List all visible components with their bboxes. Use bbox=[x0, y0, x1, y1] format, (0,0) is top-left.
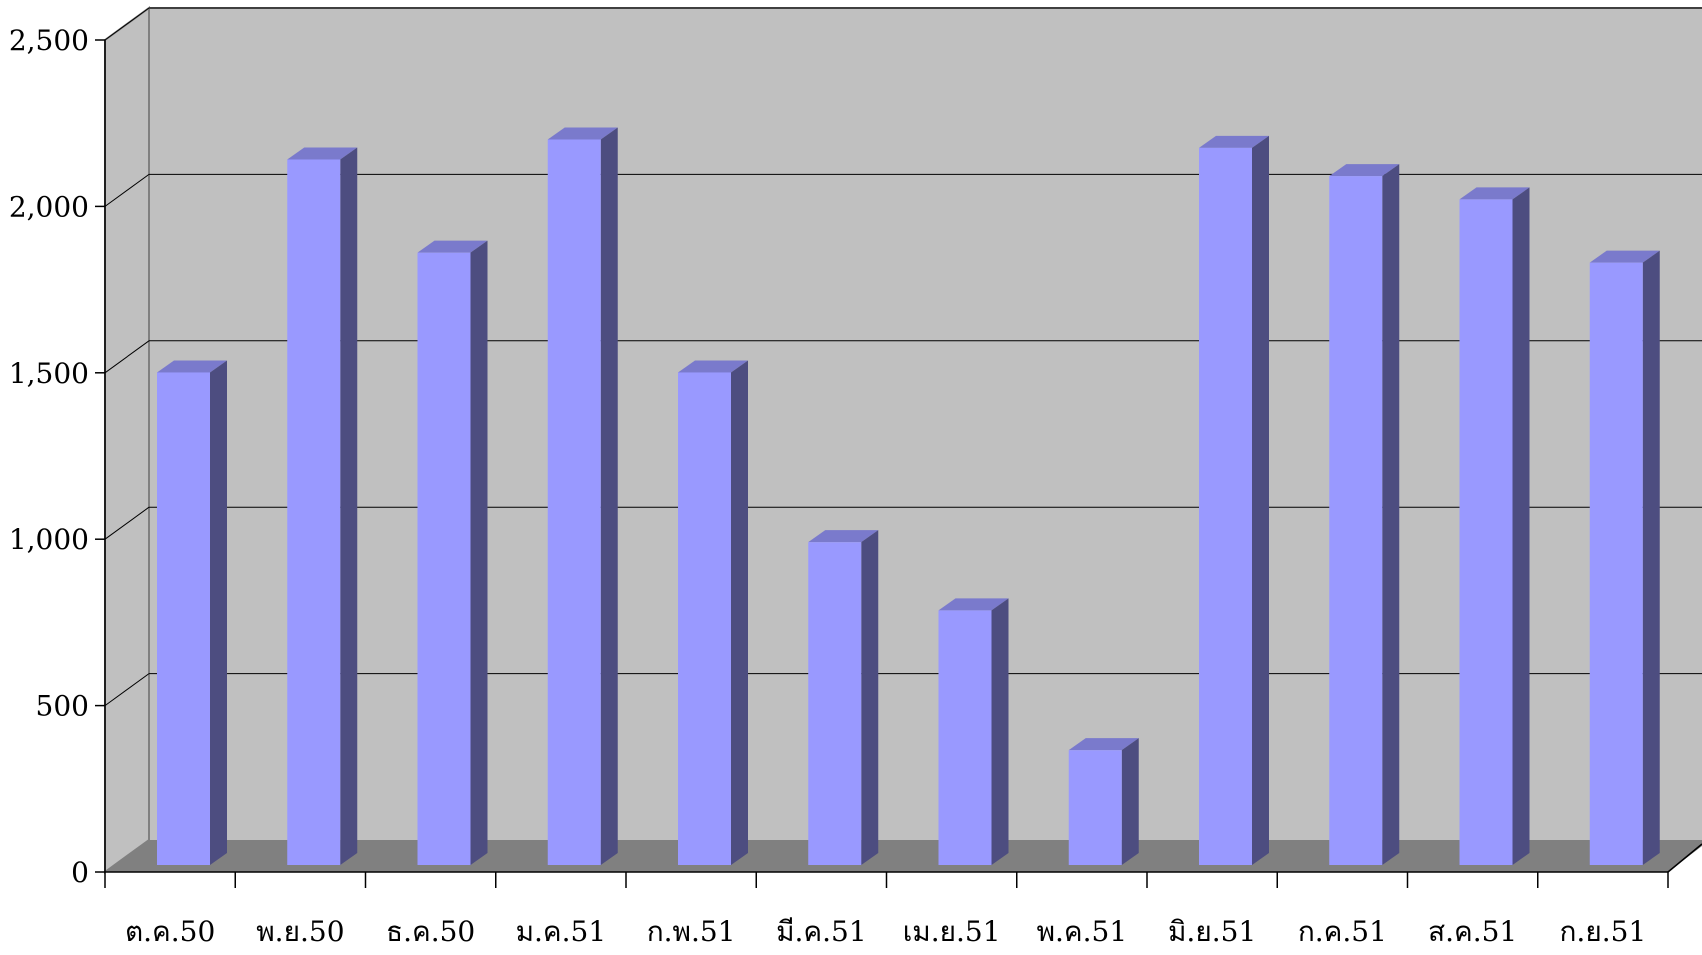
bar bbox=[417, 252, 471, 865]
bar-top bbox=[1199, 135, 1269, 148]
x-tick-label: ธ.ค.50 bbox=[386, 915, 475, 948]
bar bbox=[547, 139, 601, 866]
bar-top bbox=[417, 240, 488, 253]
bar bbox=[1589, 262, 1643, 866]
gridline-side bbox=[104, 506, 150, 540]
bar-top bbox=[678, 360, 748, 373]
bar-top bbox=[938, 598, 1009, 611]
y-tick-label: 2,500 bbox=[9, 24, 89, 57]
bar-top bbox=[1459, 187, 1530, 200]
x-tick-label: พ.ค.51 bbox=[1037, 915, 1128, 948]
x-tick-label: มี.ค.51 bbox=[776, 915, 867, 948]
bar bbox=[808, 542, 862, 865]
gridline-side bbox=[104, 340, 150, 374]
x-tick-label: พ.ย.50 bbox=[256, 915, 344, 948]
bar-side bbox=[1512, 187, 1530, 865]
bar-side bbox=[991, 598, 1009, 865]
bar-side bbox=[1121, 738, 1139, 865]
x-tick-label: ก.พ.51 bbox=[647, 915, 736, 948]
bar-side bbox=[1382, 164, 1400, 865]
chart-side-wall bbox=[104, 6, 150, 874]
bar-top bbox=[547, 127, 618, 140]
bar-top bbox=[1589, 250, 1660, 263]
bar-side bbox=[470, 240, 488, 865]
chart-back-wall bbox=[149, 8, 1702, 840]
x-tick-label: ม.ค.51 bbox=[516, 915, 607, 948]
y-tick-label: 0 bbox=[71, 856, 89, 889]
gridline-side bbox=[104, 673, 150, 707]
bar bbox=[1459, 199, 1513, 865]
bar-top bbox=[287, 147, 358, 160]
y-tick-label: 2,000 bbox=[9, 190, 89, 223]
x-tick-label: ส.ค.51 bbox=[1428, 915, 1517, 948]
bar bbox=[1329, 176, 1383, 865]
x-tick-label: มิ.ย.51 bbox=[1168, 915, 1256, 948]
bar-top bbox=[157, 360, 227, 373]
bar-side bbox=[1252, 135, 1269, 866]
bar-side bbox=[1642, 250, 1660, 865]
x-tick-label: เม.ย.51 bbox=[903, 915, 1001, 948]
bar bbox=[157, 372, 210, 865]
bar-top bbox=[808, 530, 879, 543]
gridline-side bbox=[104, 7, 150, 41]
y-tick-label: 1,500 bbox=[9, 357, 89, 390]
bar bbox=[1068, 750, 1122, 865]
chart-floor bbox=[105, 840, 1702, 872]
y-tick-label: 1,000 bbox=[9, 523, 89, 556]
bar bbox=[678, 372, 731, 865]
x-axis-depth-edge bbox=[1667, 843, 1702, 873]
bar-side bbox=[861, 530, 879, 865]
x-tick-label: ก.ค.51 bbox=[1298, 915, 1387, 948]
bar-top bbox=[1068, 738, 1139, 751]
bar bbox=[287, 159, 341, 866]
bar-side bbox=[210, 360, 227, 865]
gridline-side bbox=[104, 173, 150, 207]
y-tick-label: 500 bbox=[36, 690, 89, 723]
bar-side bbox=[731, 360, 748, 865]
bar-top bbox=[1329, 164, 1400, 177]
x-tick-label: ก.ย.51 bbox=[1559, 915, 1646, 948]
bar bbox=[938, 610, 992, 865]
x-tick-label: ต.ค.50 bbox=[125, 915, 215, 948]
bar-side bbox=[340, 147, 358, 866]
bar-side bbox=[600, 127, 618, 866]
bar bbox=[1199, 147, 1252, 866]
